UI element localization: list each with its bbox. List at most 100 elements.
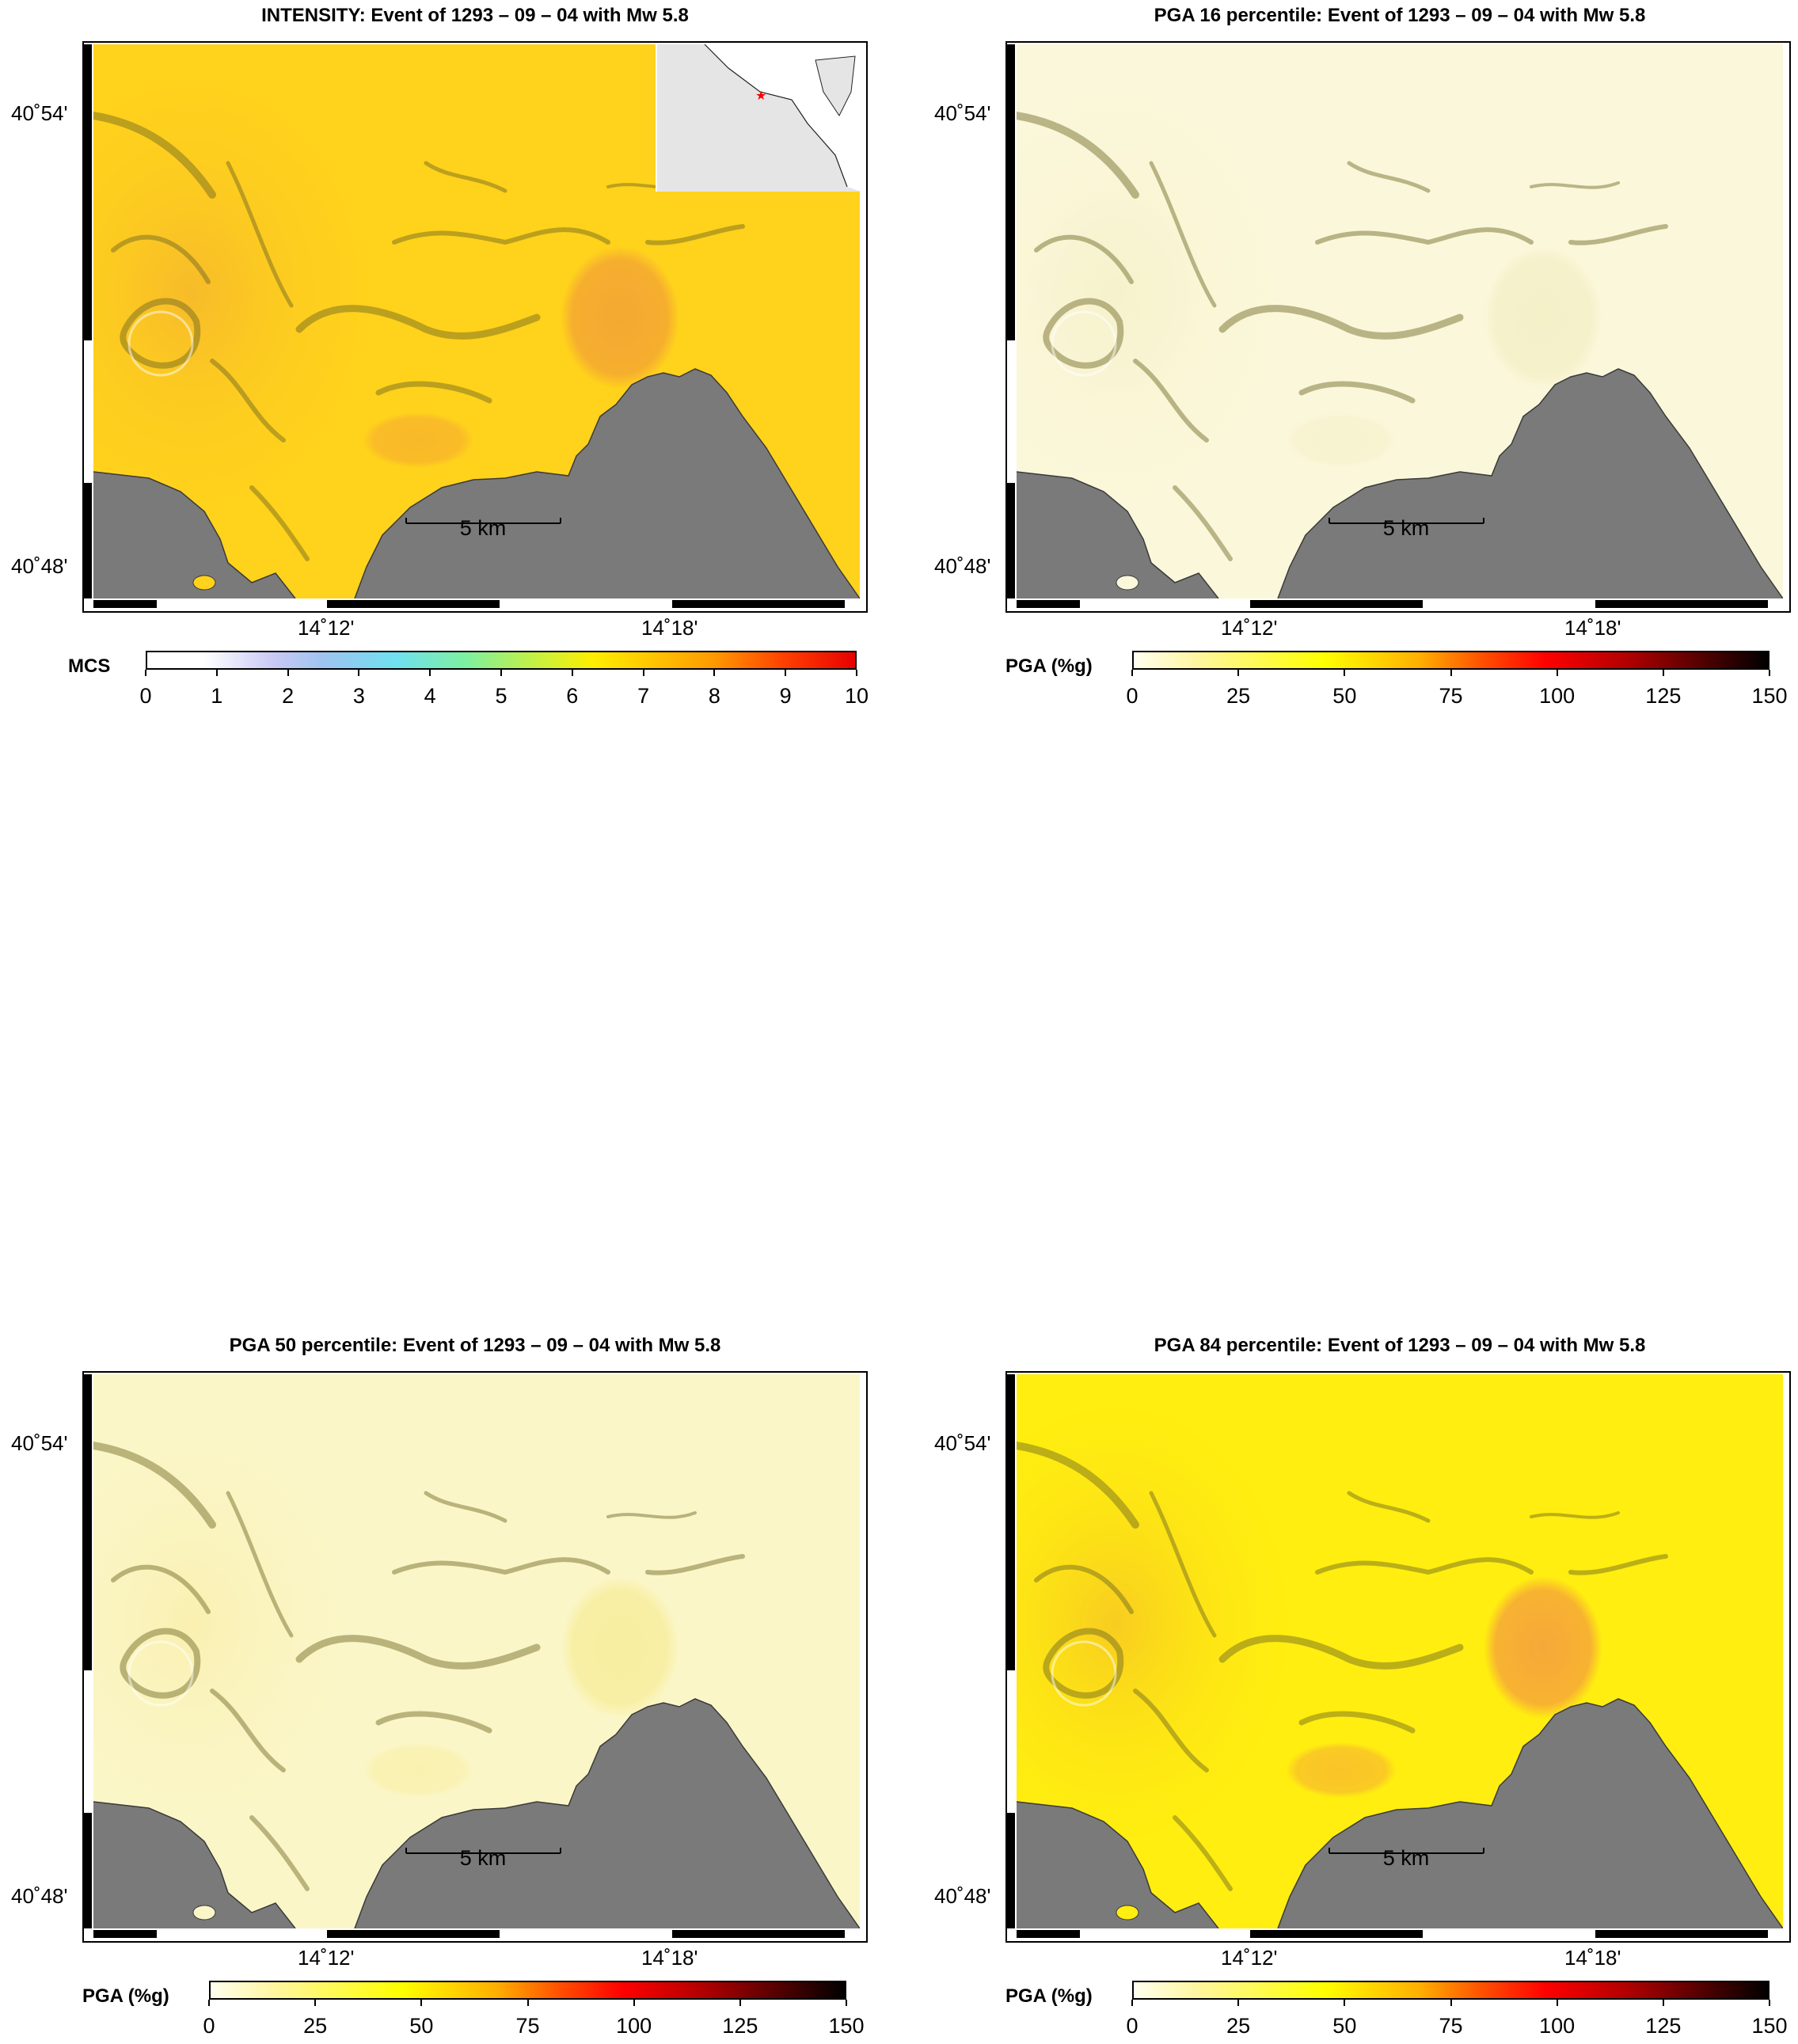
scale-bar-label: 5 km bbox=[1382, 1846, 1430, 1870]
intensity-hotspot-coast bbox=[1286, 412, 1397, 468]
coastline bbox=[1017, 1698, 1783, 1928]
colorbar-tick-label: 8 bbox=[708, 684, 720, 708]
colorbar-label: PGA (%g) bbox=[1005, 1985, 1093, 2007]
coastline bbox=[1017, 368, 1783, 598]
lon-degree-bar bbox=[1250, 600, 1423, 608]
lat-degree-bar bbox=[1007, 1374, 1015, 1670]
lon-degree-bar bbox=[1080, 1930, 1250, 1938]
lat-label-south: 40˚48' bbox=[11, 554, 68, 578]
lat-degree-bar bbox=[84, 44, 92, 340]
colorbar-tick-mark bbox=[571, 670, 573, 676]
panel-title: PGA 50 percentile: Event of 1293 – 09 – … bbox=[229, 1335, 721, 1356]
colorbar-tick-mark bbox=[1662, 670, 1664, 676]
lat-label-north: 40˚54' bbox=[934, 1431, 991, 1455]
scale-bar bbox=[405, 518, 561, 524]
scale-bar-label: 5 km bbox=[1382, 516, 1430, 540]
colorbar-tick-mark bbox=[1131, 2000, 1133, 2006]
panel-title: INTENSITY: Event of 1293 – 09 – 04 with … bbox=[261, 5, 689, 26]
colorbar-tick-label: 75 bbox=[1439, 684, 1463, 708]
map-area bbox=[1017, 44, 1783, 598]
colorbar-tick-mark bbox=[1237, 2000, 1240, 2006]
colorbar-tick-mark bbox=[785, 670, 787, 676]
colorbar-tick-label: 25 bbox=[1226, 684, 1251, 708]
islet bbox=[192, 575, 216, 591]
lon-degree-bar bbox=[1017, 1930, 1080, 1938]
colorbar-tick-mark bbox=[429, 670, 431, 676]
colorbar-tick-mark bbox=[145, 670, 146, 676]
colorbar-tick-label: 125 bbox=[1645, 684, 1682, 708]
islet bbox=[192, 1905, 216, 1921]
scale-bar bbox=[1329, 1848, 1484, 1854]
colorbar bbox=[1132, 651, 1769, 670]
colorbar-tick-label: 50 bbox=[1332, 2014, 1357, 2038]
intensity-hotspot bbox=[1484, 246, 1602, 389]
map-svg bbox=[1017, 1374, 1783, 1928]
sea-area bbox=[93, 369, 860, 598]
colorbar-tick-mark bbox=[1450, 2000, 1452, 2006]
lon-degree-bar bbox=[1017, 600, 1080, 608]
lon-degree-bar bbox=[672, 600, 845, 608]
inset-land-east bbox=[815, 55, 856, 116]
colorbar-tick-mark bbox=[633, 2000, 635, 2006]
inset-svg: ★ bbox=[657, 44, 861, 192]
relief-shading bbox=[93, 1442, 745, 1891]
lon-degree-bar bbox=[500, 1930, 672, 1938]
lon-label-east: 14˚18' bbox=[1564, 1946, 1621, 1970]
lon-degree-bar bbox=[1768, 1930, 1788, 1938]
colorbar-tick-mark bbox=[208, 2000, 210, 2006]
colorbar-tick-mark bbox=[1662, 2000, 1664, 2006]
lat-label-south: 40˚48' bbox=[934, 1884, 991, 1908]
lat-degree-bar bbox=[84, 1813, 92, 1928]
relief-shading bbox=[1017, 112, 1668, 561]
colorbar-tick-label: 3 bbox=[352, 684, 365, 708]
colorbar bbox=[209, 1981, 846, 2000]
colorbar-tick-mark bbox=[1237, 670, 1240, 676]
lon-degree-bar bbox=[845, 600, 865, 608]
colorbar-tick-label: 75 bbox=[515, 2014, 540, 2038]
colorbar-tick-label: 25 bbox=[1226, 2014, 1251, 2038]
colorbar-tick-mark bbox=[1556, 670, 1558, 676]
inset-sea bbox=[657, 44, 861, 192]
colorbar-tick-label: 100 bbox=[1539, 2014, 1576, 2038]
intensity-hotspot-coast bbox=[363, 1742, 473, 1798]
inset-coastline bbox=[704, 44, 848, 188]
lat-label-south: 40˚48' bbox=[11, 1884, 68, 1908]
colorbar-tick-label: 125 bbox=[722, 2014, 758, 2038]
lat-label-north: 40˚54' bbox=[934, 101, 991, 125]
colorbar-tick-mark bbox=[1450, 670, 1452, 676]
map-svg bbox=[93, 1374, 860, 1928]
lon-degree-bar bbox=[845, 1930, 865, 1938]
colorbar-tick-label: 100 bbox=[1539, 684, 1576, 708]
colorbar-tick-mark bbox=[1769, 670, 1770, 676]
lon-degree-bar bbox=[1423, 600, 1595, 608]
lon-degree-bar bbox=[1768, 600, 1788, 608]
lon-degree-bar bbox=[1595, 1930, 1768, 1938]
lon-label-west: 14˚12' bbox=[1221, 616, 1278, 640]
colorbar bbox=[146, 651, 857, 670]
islet bbox=[1116, 1905, 1139, 1921]
lon-degree-bar bbox=[1250, 1930, 1423, 1938]
colorbar-tick-label: 4 bbox=[424, 684, 436, 708]
colorbar bbox=[1132, 1981, 1769, 2000]
colorbar-tick-label: 5 bbox=[495, 684, 507, 708]
sea-area bbox=[93, 1699, 860, 1928]
lon-degree-bar bbox=[1423, 1930, 1595, 1938]
colorbar-tick-label: 0 bbox=[1126, 684, 1138, 708]
panel-title: PGA 84 percentile: Event of 1293 – 09 – … bbox=[1154, 1335, 1646, 1356]
lat-label-north: 40˚54' bbox=[11, 101, 68, 125]
scale-bar-label: 5 km bbox=[459, 1846, 507, 1870]
lon-degree-bar bbox=[1595, 600, 1768, 608]
locator-inset-map: ★ bbox=[656, 44, 861, 192]
crater-rim bbox=[1051, 1640, 1117, 1707]
colorbar-tick-mark bbox=[314, 2000, 317, 2006]
colorbar-tick-mark bbox=[846, 2000, 847, 2006]
lon-degree-bar bbox=[500, 600, 672, 608]
lat-degree-bar bbox=[1007, 483, 1015, 598]
intensity-hotspot bbox=[561, 1576, 679, 1719]
colorbar-label: PGA (%g) bbox=[82, 1985, 169, 2007]
intensity-hotspot-coast bbox=[363, 412, 473, 468]
lon-label-east: 14˚18' bbox=[641, 1946, 698, 1970]
intensity-hotspot bbox=[1484, 1576, 1602, 1719]
colorbar-tick-label: 75 bbox=[1439, 2014, 1463, 2038]
colorbar-tick-mark bbox=[420, 2000, 423, 2006]
